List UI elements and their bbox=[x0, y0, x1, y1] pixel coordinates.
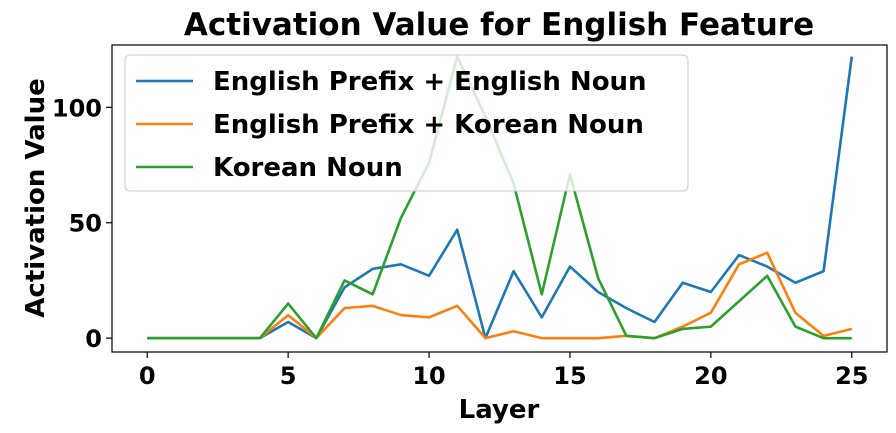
y-axis-label: Activation Value bbox=[21, 78, 51, 317]
x-axis-label: Layer bbox=[459, 395, 540, 425]
x-tick-label: 0 bbox=[139, 362, 156, 390]
legend-box bbox=[124, 54, 689, 192]
y-tick-label: 50 bbox=[69, 210, 102, 238]
chart-title: Activation Value for English Feature bbox=[184, 7, 814, 43]
x-tick-label: 15 bbox=[553, 362, 586, 390]
x-tick-label: 10 bbox=[412, 362, 445, 390]
legend-label-3: Korean Noun bbox=[213, 153, 403, 183]
x-tick-label: 5 bbox=[280, 362, 297, 390]
y-tick-label: 0 bbox=[85, 325, 102, 353]
x-tick-label: 20 bbox=[694, 362, 727, 390]
x-tick-label: 25 bbox=[835, 362, 868, 390]
legend-label-1: English Prefix + English Noun bbox=[213, 67, 647, 97]
plot-frame bbox=[111, 44, 888, 353]
legend: English Prefix + English Noun English Pre… bbox=[124, 54, 689, 192]
y-tick-label: 100 bbox=[52, 94, 102, 122]
x-axis: 0 5 10 15 20 25 bbox=[139, 352, 868, 390]
y-axis: 0 50 100 bbox=[52, 94, 112, 353]
legend-label-2: English Prefix + Korean Noun bbox=[213, 110, 644, 140]
